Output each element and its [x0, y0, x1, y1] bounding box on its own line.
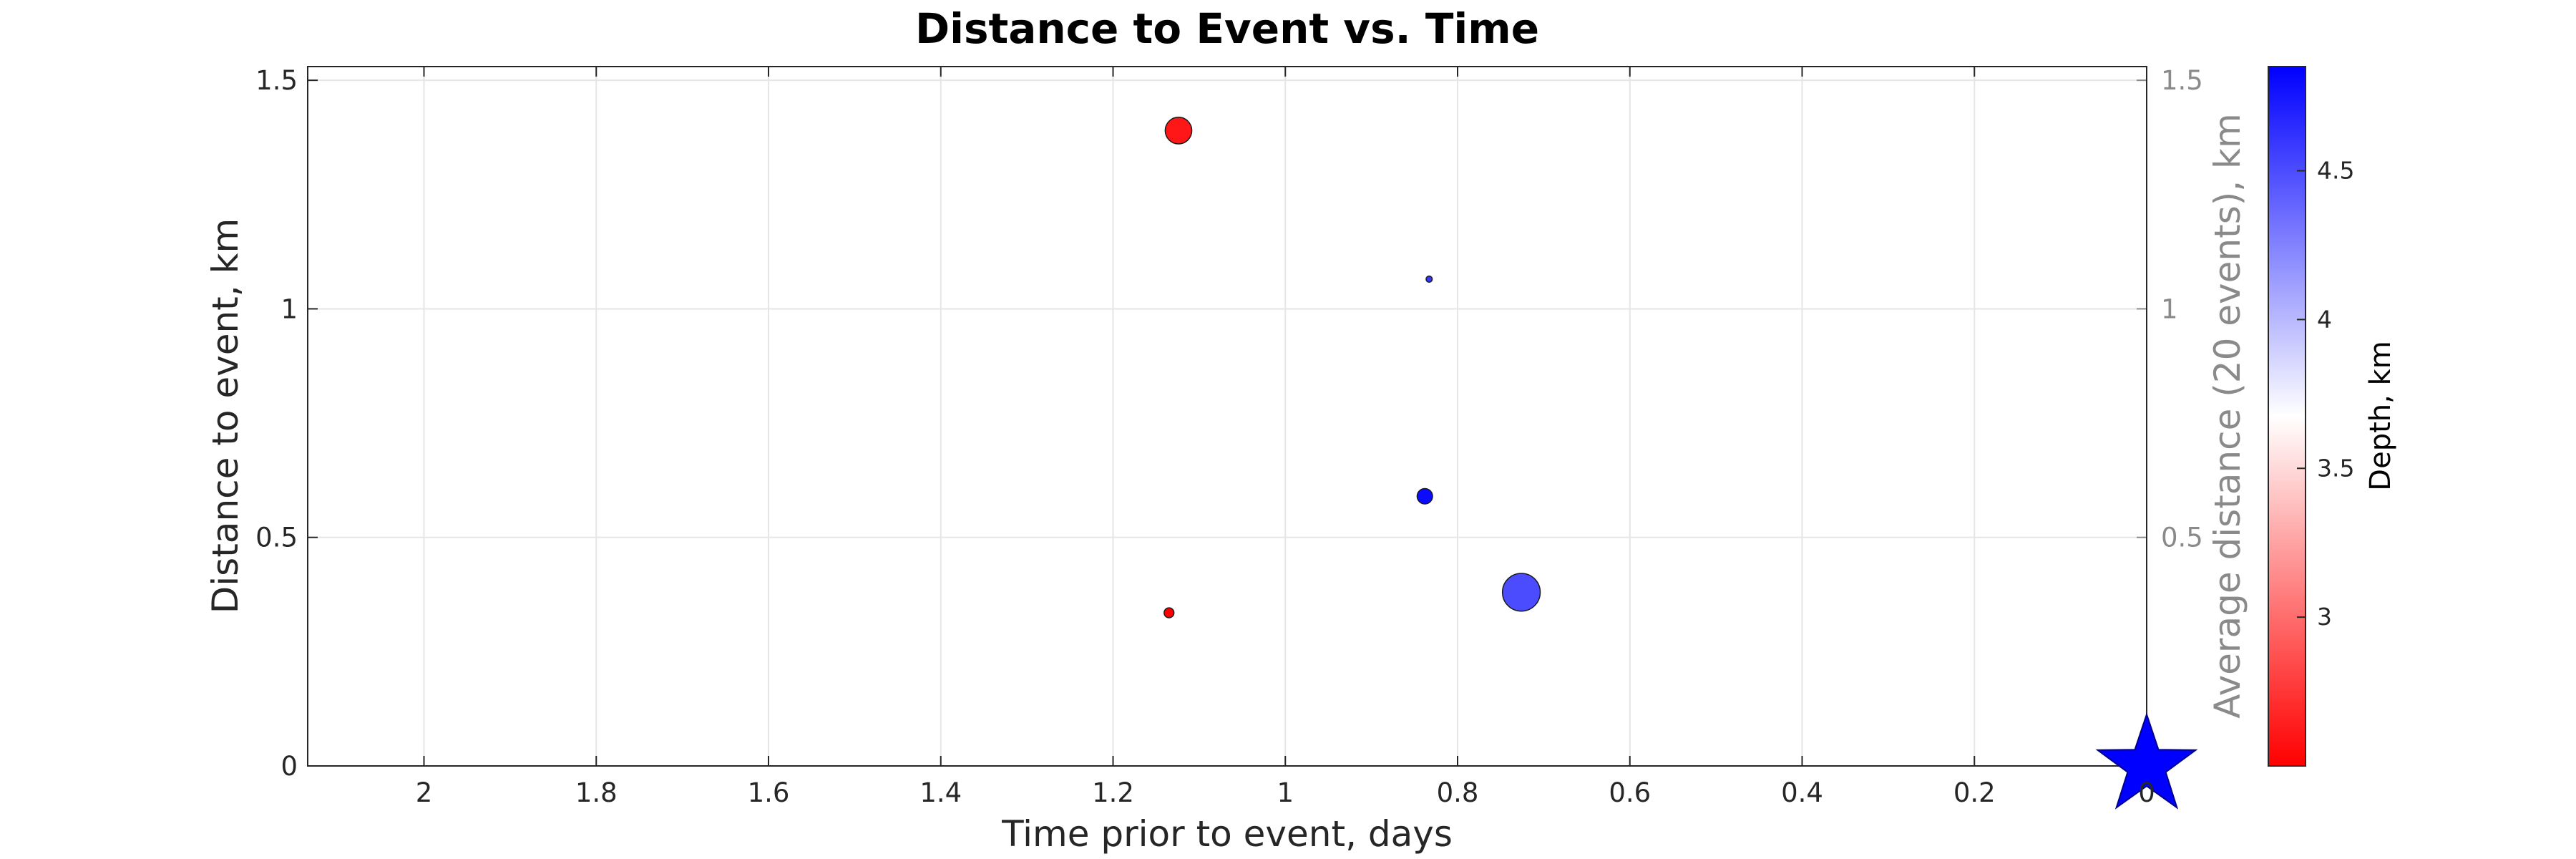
colorbar-tick-label: 3 — [2317, 603, 2332, 631]
tick-labels: 2 1.8 1.6 1.4 1.2 1 0.8 0.6 0.4 0.2 0 0 0.5 1 1.5 0.5 1 1… — [255, 65, 2203, 808]
y-axis-label-right: Average distance (20 events), km — [2207, 113, 2248, 718]
y-axis-label: Distance to event, km — [205, 218, 246, 613]
x-tick-label: 0 — [2138, 777, 2155, 808]
scatter-point — [1163, 607, 1175, 618]
x-tick-label: 1.2 — [1092, 777, 1134, 808]
colorbar-label: Depth, km — [2364, 341, 2397, 490]
y-tick-label: 1 — [280, 293, 298, 324]
plot-area — [308, 67, 2147, 766]
y-tick-label: 0.5 — [255, 523, 298, 553]
y-right-tick-label: 1 — [2161, 293, 2178, 324]
x-tick-label: 0.2 — [1953, 777, 1996, 808]
x-tick-label: 0.4 — [1781, 777, 1823, 808]
colorbar-ticks: 3 3.5 4 4.5 — [2297, 157, 2354, 631]
star-marker — [2095, 712, 2198, 810]
scatter-point — [1164, 117, 1193, 145]
plot-frame — [307, 66, 2147, 767]
target-event-marker — [2095, 712, 2198, 810]
scatter-point — [1501, 573, 1541, 612]
x-tick-label: 1.6 — [748, 777, 790, 808]
scatter-point — [1425, 275, 1433, 283]
x-tick-label: 1.8 — [575, 777, 618, 808]
x-tick-label: 0.8 — [1437, 777, 1479, 808]
x-tick-label: 1.4 — [919, 777, 962, 808]
x-tick-label: 2 — [416, 777, 433, 808]
y-tick-label: 0 — [280, 751, 298, 782]
y-right-tick-label: 0.5 — [2161, 523, 2203, 553]
scatter-points — [1163, 117, 1541, 618]
colorbar — [2268, 66, 2306, 767]
x-axis-label: Time prior to event, days — [1001, 813, 1453, 855]
scatter-point — [1416, 487, 1433, 505]
y-right-tick-label: 1.5 — [2161, 65, 2203, 96]
tick-marks — [308, 67, 2147, 767]
x-tick-label: 0.6 — [1609, 777, 1651, 808]
y-tick-label: 1.5 — [255, 65, 298, 96]
x-tick-label: 1 — [1277, 777, 1294, 808]
colorbar-tick-label: 4.5 — [2317, 157, 2354, 185]
chart-title: Distance to Event vs. Time — [915, 4, 1539, 53]
colorbar-tick-label: 3.5 — [2317, 454, 2354, 482]
colorbar-tick-label: 4 — [2317, 305, 2332, 333]
